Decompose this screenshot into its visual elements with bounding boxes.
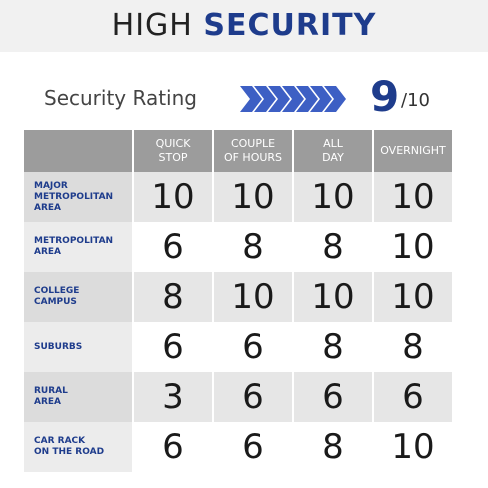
rating-score: 9: [370, 72, 400, 121]
rating-row: Security Rating 9 /10: [44, 72, 464, 122]
rating-cell: 6: [162, 227, 184, 267]
column-header: QUICK STOP: [134, 130, 212, 172]
rating-cell: 10: [374, 272, 452, 322]
title-bold: SECURITY: [203, 8, 377, 43]
table-row: METROPOLITAN AREA 6 8 8 10: [24, 222, 452, 272]
rating-cell: 10: [391, 427, 435, 467]
table-row: CAR RACK ON THE ROAD 6 6 8 10: [24, 422, 452, 472]
rating-cell: 8: [322, 327, 344, 367]
row-label: COLLEGE CAMPUS: [24, 272, 132, 322]
rating-cell: 6: [162, 427, 184, 467]
rating-cell: 10: [294, 272, 372, 322]
chevrons: [240, 86, 346, 112]
row-label: RURAL AREA: [24, 372, 132, 422]
column-header: ALL DAY: [294, 130, 372, 172]
rating-cell: 6: [374, 372, 452, 422]
table-row: SUBURBS 6 6 8 8: [24, 322, 452, 372]
rating-cell: 10: [214, 172, 292, 222]
rating-cell: 6: [242, 427, 264, 467]
column-header: COUPLE OF HOURS: [214, 130, 292, 172]
rating-cell: 6: [294, 372, 372, 422]
rating-cell: 10: [214, 272, 292, 322]
rating-cell: 10: [294, 172, 372, 222]
row-label: METROPOLITAN AREA: [24, 222, 132, 272]
rating-cell: 6: [242, 327, 264, 367]
column-header: OVERNIGHT: [374, 130, 452, 172]
table-row: COLLEGE CAMPUS 8 10 10 10: [24, 272, 452, 322]
rating-cell: 6: [214, 372, 292, 422]
rating-cell: 8: [322, 427, 344, 467]
rating-cell: 10: [134, 172, 212, 222]
table-body: MAJOR METROPOLITAN AREA 10 10 10 10 METROPOLI…: [24, 172, 452, 472]
rating-table: QUICK STOP COUPLE OF HOURS ALL DAY OVERNIGH…: [22, 130, 454, 472]
table-row: RURAL AREA 3 6 6 6: [24, 372, 452, 422]
row-label: SUBURBS: [24, 322, 132, 372]
header-row: QUICK STOP COUPLE OF HOURS ALL DAY OVERNIGH…: [24, 130, 452, 172]
rating-cell: 10: [391, 227, 435, 267]
row-label: MAJOR METROPOLITAN AREA: [24, 172, 132, 222]
row-label: CAR RACK ON THE ROAD: [24, 422, 132, 472]
corner-cell: [24, 130, 132, 172]
title-light: HIGH: [111, 8, 193, 43]
rating-cell: 3: [134, 372, 212, 422]
rating-label: Security Rating: [44, 86, 197, 110]
rating-max: /10: [401, 90, 430, 111]
rating-cell: 8: [242, 227, 264, 267]
rating-cell: 8: [134, 272, 212, 322]
rating-cell: 10: [374, 172, 452, 222]
rating-cell: 8: [402, 327, 424, 367]
table-row: MAJOR METROPOLITAN AREA 10 10 10 10: [24, 172, 452, 222]
rating-cell: 6: [162, 327, 184, 367]
title-band: HIGH SECURITY: [0, 0, 488, 52]
rating-cell: 8: [322, 227, 344, 267]
